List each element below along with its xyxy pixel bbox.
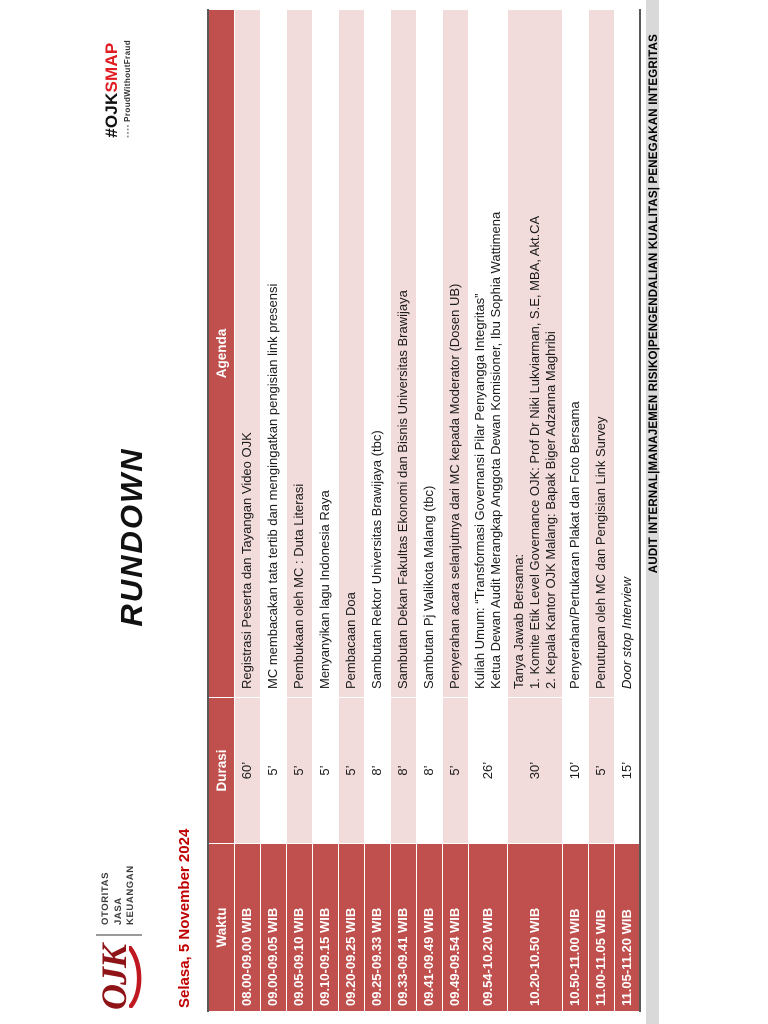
durasi-cell: 8’ — [390, 697, 416, 844]
hashtag-prefix: #OJK — [102, 92, 121, 138]
agenda-line: Door stop Interview — [618, 577, 634, 689]
event-date: Selasa, 5 November 2024 — [176, 828, 193, 1008]
agenda-line: Sambutan Pj Walikota Malang (tbc) — [421, 485, 436, 689]
durasi-cell: 5’ — [588, 697, 614, 844]
tagline-text: ProudWithoutFraud — [123, 40, 132, 122]
agenda-cell: Kuliah Umum: “Transformasi Governansi Pi… — [468, 9, 507, 698]
column-header-waktu: Waktu — [208, 843, 234, 1012]
header-row: Waktu Durasi Agenda — [208, 9, 234, 1012]
waktu-cell: 08.00-09.00 WIB — [234, 843, 260, 1012]
agenda-row-8: 09.41-09.49 WIB 8’ Sambutan Pj Walikota Ma… — [416, 9, 442, 1012]
agenda-row-12: 10.50-11.00 WIB 10’ Penyerahan/Pertukaran … — [562, 9, 588, 1012]
column-header-agenda: Agenda — [208, 9, 234, 698]
agenda-line: MC membacakan tata tertib dan mengingatk… — [265, 283, 280, 689]
agenda-row-11: 10.20-10.50 WIB 30’ Tanya Jawab Bersama: 1.… — [507, 9, 562, 1012]
agenda-line: Penyerahan acara selanjutnya dari MC kep… — [447, 283, 462, 689]
agenda-cell: Registrasi Peserta dan Tayangan Video OJ… — [234, 9, 260, 698]
agenda-cell: Penyerahan acara selanjutnya dari MC kep… — [442, 9, 468, 698]
agenda-line: Ketua Dewan Audit Merangkap Anggota Dewa… — [487, 211, 503, 689]
waktu-cell: 09.49-09.54 WIB — [442, 843, 468, 1012]
agenda-line: Penyerahan/Pertukaran Plakat dan Foto Be… — [567, 401, 582, 689]
waktu-cell: 10.20-10.50 WIB — [507, 843, 562, 1012]
agenda-cell: Tanya Jawab Bersama: 1. Komite Etik Level… — [507, 9, 562, 698]
durasi-cell: 60’ — [234, 697, 260, 844]
agenda-cell: Door stop Interview — [614, 9, 640, 698]
durasi-cell: 30’ — [507, 697, 562, 844]
agenda-line: Menyanyikan lagu Indonesia Raya — [317, 490, 332, 689]
durasi-cell: 5’ — [260, 697, 286, 844]
waktu-cell: 09.25-09.33 WIB — [364, 843, 390, 1012]
durasi-cell: 8’ — [416, 697, 442, 844]
agenda-row-4: 09.10-09.15 WIB 5’ Menyanyikan lagu Indone… — [312, 9, 338, 1012]
agenda-cell: Sambutan Rektor Universitas Brawijaya (t… — [364, 9, 390, 698]
waktu-cell: 09.00-09.05 WIB — [260, 843, 286, 1012]
agenda-cell: MC membacakan tata tertib dan mengingatk… — [260, 9, 286, 698]
agenda-cell: Penutupan oleh MC dan Pengisian Link Sur… — [588, 9, 614, 698]
agenda-line: Sambutan Rektor Universitas Brawijaya (t… — [369, 430, 384, 689]
agenda-line: Pembacaan Doa — [343, 592, 358, 689]
waktu-cell: 09.33-09.41 WIB — [390, 843, 416, 1012]
ojk-swoosh-icon — [129, 946, 142, 1009]
durasi-cell: 10’ — [562, 697, 588, 844]
footer-departments: AUDIT INTERNAL|MANAJEMEN RISIKO|PENGENDA… — [648, 34, 660, 574]
agenda-row-1: 08.00-09.00 WIB 60’ Registrasi Peserta dan… — [234, 9, 260, 1012]
column-header-durasi: Durasi — [208, 697, 234, 844]
agenda-cell: Penyerahan/Pertukaran Plakat dan Foto Be… — [562, 9, 588, 698]
durasi-cell: 5’ — [442, 697, 468, 844]
durasi-cell: 26’ — [468, 697, 507, 844]
hashtag-accent: SMAP — [102, 42, 121, 93]
waktu-cell: 09.41-09.49 WIB — [416, 843, 442, 1012]
agenda-row-6: 09.25-09.33 WIB 8’ Sambutan Rektor Univers… — [364, 9, 390, 1012]
waktu-cell: 09.20-09.25 WIB — [338, 843, 364, 1012]
agenda-line: Sambutan Dekan Fakultas Ekonomi dan Bisn… — [395, 290, 410, 689]
waktu-cell: 10.50-11.00 WIB — [562, 843, 588, 1012]
agenda-cell: Menyanyikan lagu Indonesia Raya — [312, 9, 338, 698]
agenda-cell: Pembacaan Doa — [338, 9, 364, 698]
logo-word-1: OTORITAS — [100, 871, 112, 925]
agenda-cell: Sambutan Dekan Fakultas Ekonomi dan Bisn… — [390, 9, 416, 698]
agenda-line: Registrasi Peserta dan Tayangan Video OJ… — [239, 432, 254, 689]
agenda-row-10: 09.54-10.20 WIB 26’ Kuliah Umum: “Transfor… — [468, 9, 507, 1012]
agenda-row-13: 11.00-11.05 WIB 5’ Penutupan oleh MC dan P… — [588, 9, 614, 1012]
waktu-cell: 09.10-09.15 WIB — [312, 843, 338, 1012]
agenda-row-3: 09.05-09.10 WIB 5’ Pembukaan oleh MC : Dut… — [286, 9, 312, 1012]
durasi-cell: 15’ — [614, 697, 640, 844]
agenda-cell: Pembukaan oleh MC : Duta Literasi — [286, 9, 312, 698]
agenda-cell: Sambutan Pj Walikota Malang (tbc) — [416, 9, 442, 698]
agenda-line: 2. Kepala Kantor OJK Malang: Bapak Biger… — [542, 331, 558, 689]
ojk-logo: OJK OTORITAS JASA KEUANGAN — [94, 865, 142, 1010]
page-title: RUNDOWN — [114, 447, 149, 627]
ojk-logo-mark: OJK — [94, 945, 142, 1010]
ojksmap-badge: #OJKSMAP ▪▪▪▪ProudWithoutFraud — [102, 40, 132, 138]
waktu-cell: 09.05-09.10 WIB — [286, 843, 312, 1012]
agenda-line: 1. Komite Etik Level Governance OJK: Pro… — [526, 215, 542, 689]
durasi-cell: 5’ — [286, 697, 312, 844]
durasi-cell: 5’ — [338, 697, 364, 844]
agenda-row-9: 09.49-09.54 WIB 5’ Penyerahan acara selanj… — [442, 9, 468, 1012]
agenda-row-2: 09.00-09.05 WIB 5’ MC membacakan tata tert… — [260, 9, 286, 1012]
durasi-cell: 5’ — [312, 697, 338, 844]
agenda-line: Tanya Jawab Bersama: — [510, 553, 526, 689]
agenda-row-5: 09.20-09.25 WIB 5’ Pembacaan Doa — [338, 9, 364, 1012]
waktu-cell: 11.00-11.05 WIB — [588, 843, 614, 1012]
waktu-cell: 09.54-10.20 WIB — [468, 843, 507, 1012]
badge-tagline: ▪▪▪▪ProudWithoutFraud — [123, 40, 132, 138]
agenda-row-14: 11.05-11.20 WIB 15’ Door stop Interview — [614, 9, 640, 1012]
ojksmap-hashtag: #OJKSMAP — [102, 40, 122, 138]
agenda-line: Pembukaan oleh MC : Duta Literasi — [291, 483, 306, 689]
agenda-row-7: 09.33-09.41 WIB 8’ Sambutan Dekan Fakultas… — [390, 9, 416, 1012]
waktu-cell: 11.05-11.20 WIB — [614, 843, 640, 1012]
durasi-cell: 8’ — [364, 697, 390, 844]
agenda-line: Penutupan oleh MC dan Pengisian Link Sur… — [593, 416, 608, 689]
agenda-line: Kuliah Umum: “Transformasi Governansi Pi… — [471, 293, 487, 689]
agenda-table: Waktu Durasi Agenda 08.00-09.00 WIB 60’ Regi… — [207, 9, 641, 1012]
pixel-squares-icon: ▪▪▪▪ — [125, 123, 132, 138]
